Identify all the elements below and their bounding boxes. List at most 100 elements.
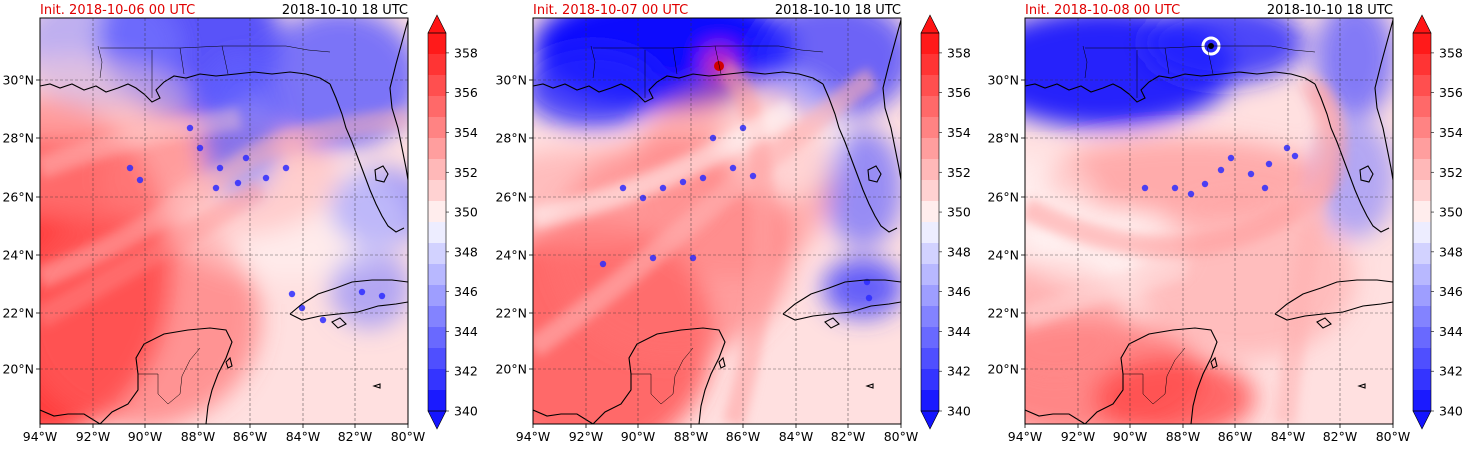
colorbar-bin: [921, 306, 939, 328]
lat-tick-label: 28°N: [495, 131, 527, 146]
colorbar-tick-label: 346: [947, 284, 971, 299]
lon-tick-label: 90°W: [1113, 429, 1148, 444]
map-frame: [1024, 17, 1394, 425]
convective-cell: [212, 184, 220, 192]
colorbar-tick-label: 348: [947, 244, 971, 259]
lon-tick-label: 84°W: [1271, 429, 1306, 444]
convective-cell: [358, 288, 366, 296]
colorbar-bin: [428, 138, 446, 160]
lon-tick-label: 86°W: [1218, 429, 1253, 444]
lat-tick-label: 20°N: [495, 362, 527, 377]
convective-cell: [298, 304, 306, 312]
colorbar: 358 356 354 352 350 348 346 344 342 340: [1412, 14, 1463, 430]
colorbar-bin: [428, 54, 446, 76]
colorbar-bin: [1413, 306, 1431, 328]
valid-time-label: 2018-10-10 18 UTC: [775, 3, 901, 18]
convective-cell: [242, 154, 250, 162]
lat-tick-label: 26°N: [987, 190, 1019, 205]
colorbar-bin: [921, 285, 939, 307]
lat-tick-label: 30°N: [987, 73, 1019, 88]
colorbar-bin: [921, 201, 939, 223]
colorbar-bin: [921, 180, 939, 202]
colorbar-tick-label: 350: [454, 205, 478, 220]
lat-tick-label: 24°N: [2, 248, 34, 263]
colorbar-bin: [428, 201, 446, 223]
convective-cell: [599, 260, 607, 268]
colorbar-tick-label: 340: [1439, 404, 1463, 419]
colorbar-tick-label: 350: [1439, 205, 1463, 220]
lat-tick-label: 22°N: [987, 306, 1019, 321]
colorbar-bin: [428, 327, 446, 349]
lon-tick-label: 84°W: [779, 429, 814, 444]
colorbar-bin: [921, 75, 939, 97]
convective-cell: [288, 290, 296, 298]
convective-cell: [1171, 184, 1179, 192]
colorbar: 358 356 354 352 350 348 346 344 342 340: [427, 14, 478, 430]
lon-tick-label: 86°W: [233, 429, 268, 444]
colorbar-tick-label: 344: [454, 324, 478, 339]
lon-tick-label: 92°W: [1061, 429, 1096, 444]
map-frame: [39, 17, 409, 425]
convective-cell: [1261, 184, 1269, 192]
lon-tick-label: 92°W: [76, 429, 111, 444]
colorbar-bin: [921, 33, 939, 55]
colorbar-tick-label: 352: [454, 165, 478, 180]
colorbar-tick-label: 352: [947, 165, 971, 180]
convective-cell: [1291, 152, 1299, 160]
colorbar-max-extend: [1412, 14, 1432, 34]
colorbar: 358 356 354 352 350 348 346 344 342 340: [920, 14, 971, 430]
colorbar-tick-label: 340: [947, 404, 971, 419]
colorbar-bin: [1413, 75, 1431, 97]
convective-cell: [699, 174, 707, 182]
convective-cell: [378, 292, 386, 300]
valid-time-label: 2018-10-10 18 UTC: [1267, 3, 1393, 18]
init-time-label: Init. 2018-10-07 00 UTC: [533, 3, 688, 18]
colorbar-bin: [1413, 369, 1431, 391]
colorbar-tick-label: 354: [947, 125, 971, 140]
convective-cell: [659, 184, 667, 192]
convective-cell: [196, 144, 204, 152]
convective-cell: [689, 254, 697, 262]
colorbar-bin: [921, 264, 939, 286]
colorbar-bin: [921, 222, 939, 244]
colorbar-tick-label: 356: [1439, 85, 1463, 100]
colorbar-bin: [428, 390, 446, 412]
convective-cell: [1227, 154, 1235, 162]
lon-tick-label: 84°W: [286, 429, 321, 444]
colorbar-bin: [428, 222, 446, 244]
colorbar-bin: [428, 369, 446, 391]
lon-tick-label: 88°W: [674, 429, 709, 444]
colorbar-bin: [921, 54, 939, 76]
colorbar-bin: [921, 138, 939, 160]
lon-tick-label: 88°W: [1166, 429, 1201, 444]
convective-cell: [1265, 160, 1273, 168]
colorbar-bin: [921, 243, 939, 265]
convective-cell: [262, 174, 270, 182]
colorbar-bin: [921, 390, 939, 412]
colorbar-tick-label: 344: [1439, 324, 1463, 339]
colorbar-bin: [1413, 285, 1431, 307]
colorbar-bin: [1413, 201, 1431, 223]
convective-cell: [282, 164, 290, 172]
lat-tick-label: 22°N: [2, 306, 34, 321]
lat-tick-label: 24°N: [987, 248, 1019, 263]
colorbar-bin: [921, 117, 939, 139]
convective-cell: [1141, 184, 1149, 192]
map-panel-2: Init. 2018-10-07 00 UTC 2018-10-10 18 UTC…: [495, 3, 971, 444]
convective-cell: [865, 294, 873, 302]
colorbar-tick-label: 358: [454, 45, 478, 60]
convective-cell: [749, 172, 757, 180]
convective-cell: [649, 254, 657, 262]
lon-tick-label: 82°W: [1323, 429, 1358, 444]
colorbar-tick-label: 358: [947, 45, 971, 60]
convective-cell: [1217, 166, 1225, 174]
colorbar-bin: [428, 96, 446, 118]
colorbar-tick-label: 354: [1439, 125, 1463, 140]
valid-time-label: 2018-10-10 18 UTC: [282, 3, 408, 18]
lat-tick-label: 28°N: [2, 131, 34, 146]
lat-tick-label: 20°N: [987, 362, 1019, 377]
colorbar-bin: [428, 33, 446, 55]
lat-tick-label: 22°N: [495, 306, 527, 321]
colorbar-bin: [1413, 243, 1431, 265]
colorbar-bin: [428, 348, 446, 370]
